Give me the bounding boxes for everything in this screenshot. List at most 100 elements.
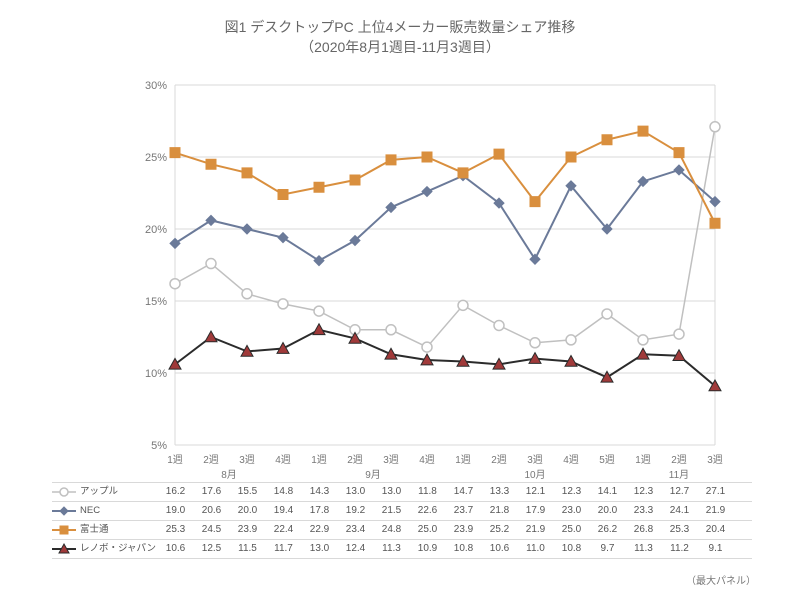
data-cell: 21.8 bbox=[482, 502, 517, 520]
data-cell: 20.4 bbox=[698, 521, 733, 539]
data-cell: 16.2 bbox=[158, 483, 193, 501]
data-cell: 21.9 bbox=[518, 521, 553, 539]
week-label: 1週 bbox=[167, 451, 183, 466]
table-row: アップル16.217.615.514.814.313.013.011.814.7… bbox=[52, 482, 752, 501]
legend-data-table: アップル16.217.615.514.814.313.013.011.814.7… bbox=[52, 482, 752, 559]
week-label: 5週 bbox=[599, 451, 615, 466]
data-cell: 14.8 bbox=[266, 483, 301, 501]
svg-text:25%: 25% bbox=[145, 152, 167, 164]
data-cell: 19.2 bbox=[338, 502, 373, 520]
data-cell: 25.3 bbox=[662, 521, 697, 539]
week-label: 3週 bbox=[239, 451, 255, 466]
data-cell: 25.3 bbox=[158, 521, 193, 539]
legend-cell: NEC bbox=[52, 502, 160, 520]
data-cell: 21.9 bbox=[698, 502, 733, 520]
week-label: 2週 bbox=[203, 451, 219, 466]
data-cell: 23.0 bbox=[554, 502, 589, 520]
data-cell: 12.3 bbox=[554, 483, 589, 501]
data-cell: 21.5 bbox=[374, 502, 409, 520]
week-label: 2週 bbox=[347, 451, 363, 466]
data-cell: 13.0 bbox=[374, 483, 409, 501]
legend-marker-icon bbox=[52, 504, 76, 518]
month-label: 8月 bbox=[221, 466, 237, 481]
legend-label: レノボ・ジャパン bbox=[80, 540, 156, 558]
data-cell: 23.9 bbox=[230, 521, 265, 539]
data-cell: 10.9 bbox=[410, 540, 445, 558]
week-label: 1週 bbox=[635, 451, 651, 466]
legend-cell: アップル bbox=[52, 483, 160, 501]
data-cell: 10.8 bbox=[446, 540, 481, 558]
data-cell: 11.8 bbox=[410, 483, 445, 501]
week-label: 1週 bbox=[455, 451, 471, 466]
data-cell: 17.8 bbox=[302, 502, 337, 520]
svg-text:30%: 30% bbox=[145, 80, 167, 92]
table-row: 富士通25.324.523.922.422.923.424.825.023.92… bbox=[52, 520, 752, 539]
data-cell: 11.3 bbox=[374, 540, 409, 558]
month-label: 9月 bbox=[365, 466, 381, 481]
data-cell: 10.8 bbox=[554, 540, 589, 558]
legend-cell: 富士通 bbox=[52, 521, 160, 539]
data-cell: 14.3 bbox=[302, 483, 337, 501]
data-cell: 17.9 bbox=[518, 502, 553, 520]
data-cell: 12.1 bbox=[518, 483, 553, 501]
week-label: 2週 bbox=[491, 451, 507, 466]
month-label: 10月 bbox=[524, 466, 545, 481]
svg-text:15%: 15% bbox=[145, 296, 167, 308]
data-cell: 19.4 bbox=[266, 502, 301, 520]
chart-footnote: （最大パネル） bbox=[686, 572, 756, 587]
data-cell: 14.7 bbox=[446, 483, 481, 501]
week-label: 4週 bbox=[419, 451, 435, 466]
title-line-1: 図1 デスクトップPC 上位4メーカー販売数量シェア推移 bbox=[0, 18, 800, 38]
legend-cell: レノボ・ジャパン bbox=[52, 540, 160, 558]
data-cell: 25.0 bbox=[410, 521, 445, 539]
data-cell: 20.6 bbox=[194, 502, 229, 520]
data-cell: 23.4 bbox=[338, 521, 373, 539]
svg-text:10%: 10% bbox=[145, 368, 167, 380]
title-line-2: （2020年8月1週目-11月3週目） bbox=[0, 38, 800, 58]
data-cell: 15.5 bbox=[230, 483, 265, 501]
data-cell: 24.1 bbox=[662, 502, 697, 520]
data-cell: 12.7 bbox=[662, 483, 697, 501]
x-axis-month-labels: 8月 9月 10月 11月 bbox=[165, 466, 725, 480]
data-cell: 22.4 bbox=[266, 521, 301, 539]
week-label: 4週 bbox=[563, 451, 579, 466]
week-label: 4週 bbox=[275, 451, 291, 466]
data-cell: 19.0 bbox=[158, 502, 193, 520]
data-cell: 23.3 bbox=[626, 502, 661, 520]
legend-label: アップル bbox=[80, 483, 118, 501]
data-cell: 20.0 bbox=[590, 502, 625, 520]
data-cell: 9.1 bbox=[698, 540, 733, 558]
data-cell: 11.0 bbox=[518, 540, 553, 558]
x-axis-week-labels: 1週 2週 3週 4週 1週 2週 3週 4週 1週 2週 3週 4週 5週 1週 2週 3週 bbox=[165, 451, 725, 465]
data-cell: 11.2 bbox=[662, 540, 697, 558]
data-cell: 10.6 bbox=[482, 540, 517, 558]
table-row: NEC19.020.620.019.417.819.221.522.623.72… bbox=[52, 501, 752, 520]
legend-marker-icon bbox=[52, 485, 76, 499]
data-cell: 11.3 bbox=[626, 540, 661, 558]
data-cell: 11.7 bbox=[266, 540, 301, 558]
data-cell: 13.3 bbox=[482, 483, 517, 501]
legend-marker-icon bbox=[52, 523, 76, 537]
data-cell: 23.7 bbox=[446, 502, 481, 520]
table-row: レノボ・ジャパン10.612.511.511.713.012.411.310.9… bbox=[52, 539, 752, 559]
data-cell: 24.5 bbox=[194, 521, 229, 539]
data-cell: 25.2 bbox=[482, 521, 517, 539]
week-label: 3週 bbox=[527, 451, 543, 466]
data-cell: 27.1 bbox=[698, 483, 733, 501]
data-cell: 13.0 bbox=[338, 483, 373, 501]
chart-title: 図1 デスクトップPC 上位4メーカー販売数量シェア推移 （2020年8月1週目… bbox=[0, 18, 800, 57]
legend-label: 富士通 bbox=[80, 521, 109, 539]
week-label: 2週 bbox=[671, 451, 687, 466]
data-cell: 12.4 bbox=[338, 540, 373, 558]
chart-plot: 5%10%15%20%25%30% bbox=[165, 85, 725, 445]
data-cell: 25.0 bbox=[554, 521, 589, 539]
week-label: 3週 bbox=[707, 451, 723, 466]
data-cell: 26.8 bbox=[626, 521, 661, 539]
data-cell: 14.1 bbox=[590, 483, 625, 501]
week-label: 1週 bbox=[311, 451, 327, 466]
data-cell: 22.9 bbox=[302, 521, 337, 539]
data-cell: 17.6 bbox=[194, 483, 229, 501]
week-label: 3週 bbox=[383, 451, 399, 466]
legend-label: NEC bbox=[80, 502, 100, 520]
month-label: 11月 bbox=[669, 466, 689, 481]
